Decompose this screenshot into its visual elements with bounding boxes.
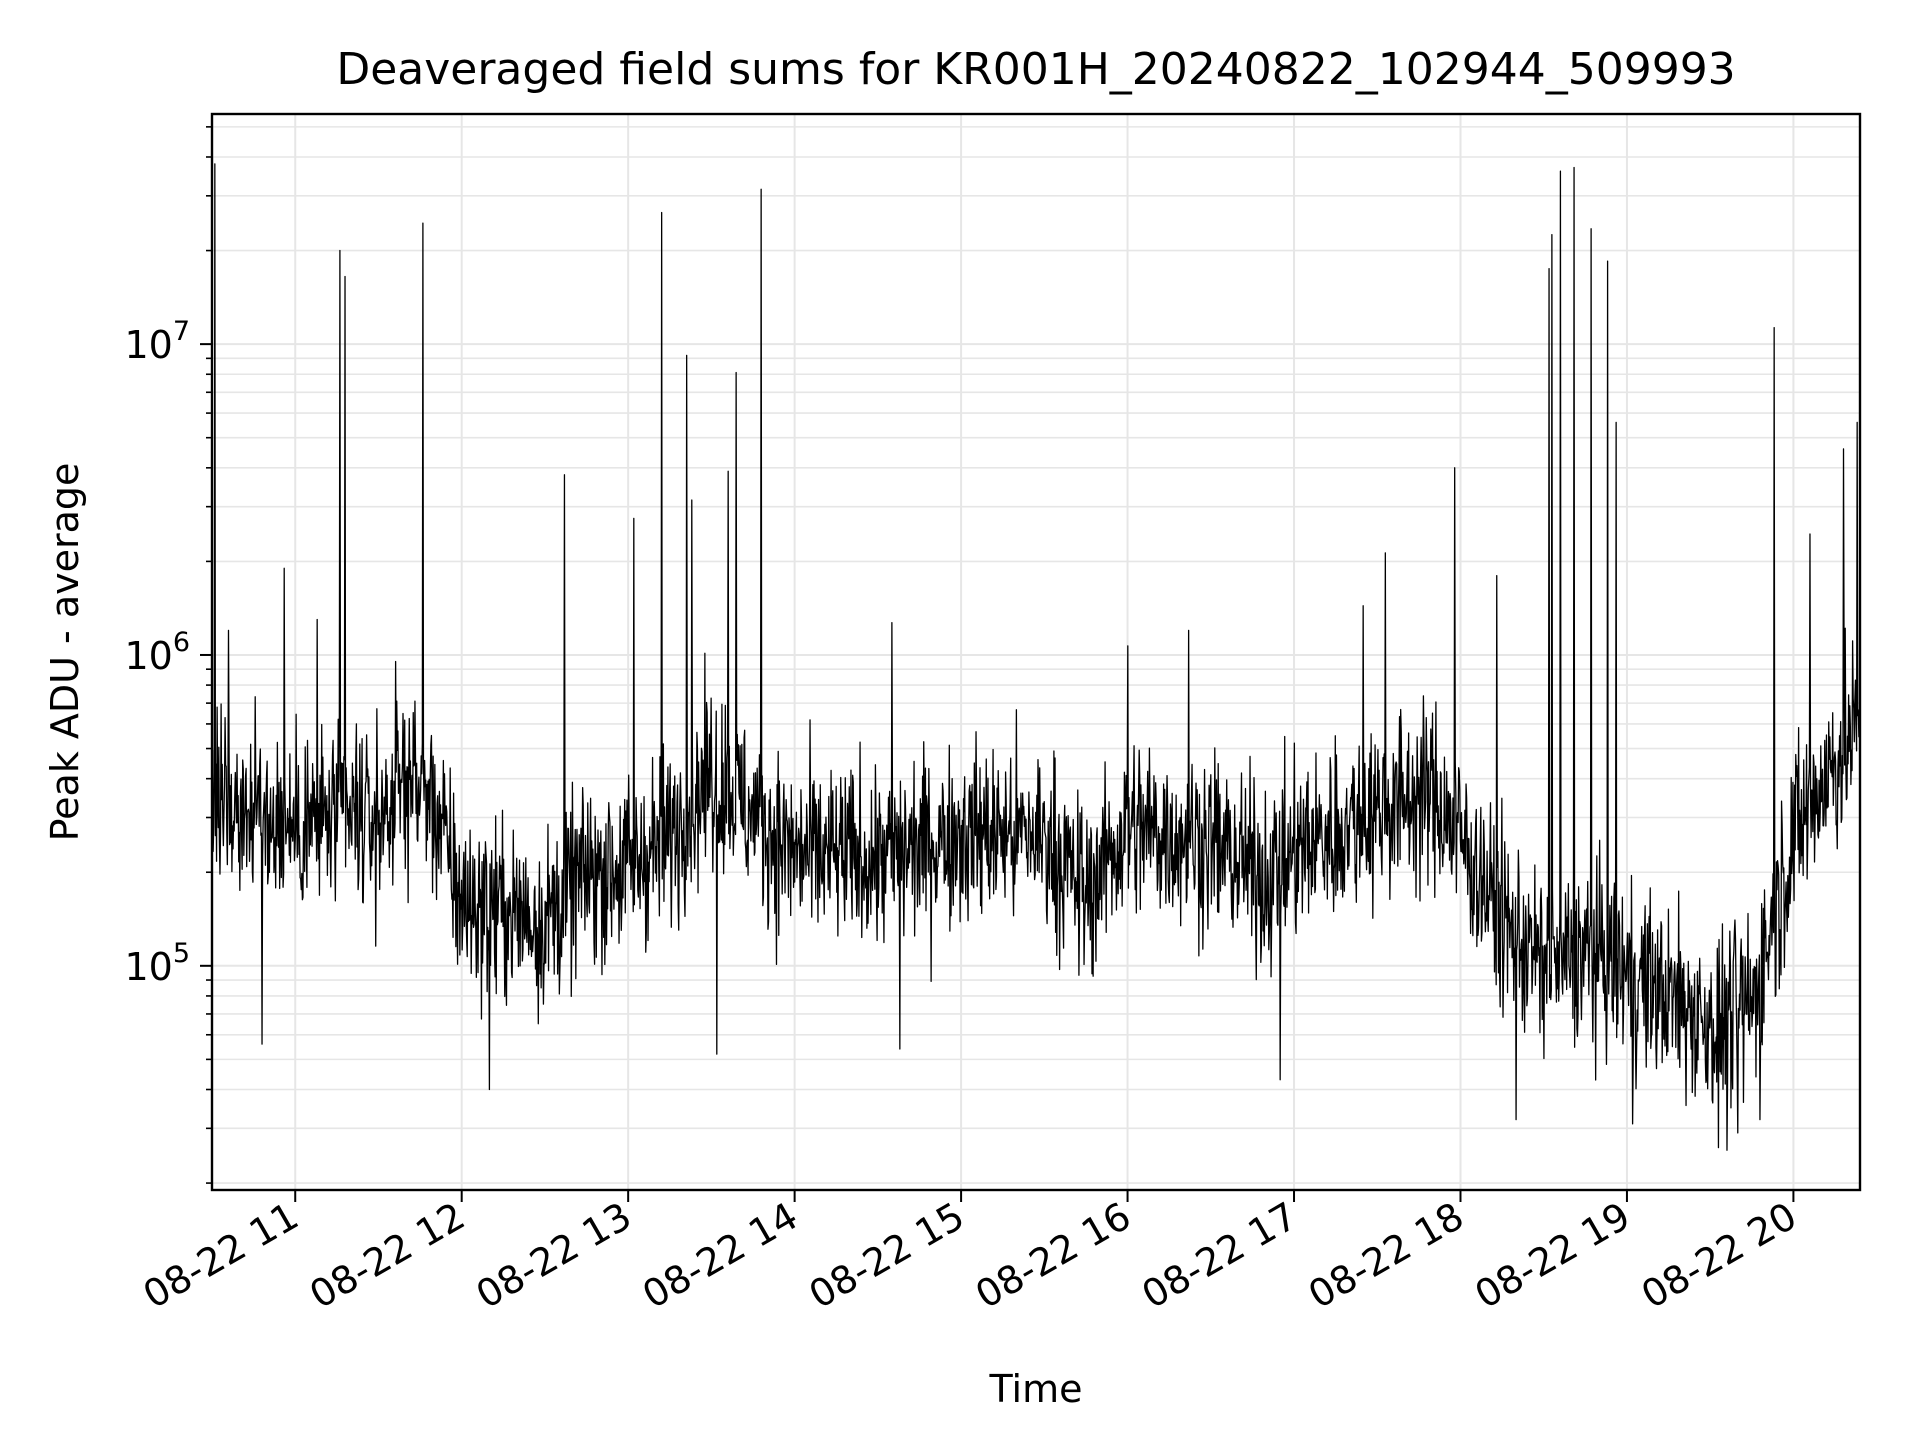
y-tick-label: 106 xyxy=(124,627,190,678)
x-axis-label: Time xyxy=(989,1367,1083,1411)
y-tick-label: 107 xyxy=(124,316,190,367)
data-series xyxy=(211,163,1861,1151)
chart-title: Deaveraged field sums for KR001H_2024082… xyxy=(336,44,1735,95)
y-axis-label: Peak ADU - average xyxy=(43,463,87,842)
y-axis: 105 106 107 xyxy=(124,126,212,1184)
plot-area-frame xyxy=(210,112,1862,1192)
series-line xyxy=(211,163,1861,1151)
y-tick-label: 105 xyxy=(124,938,190,989)
